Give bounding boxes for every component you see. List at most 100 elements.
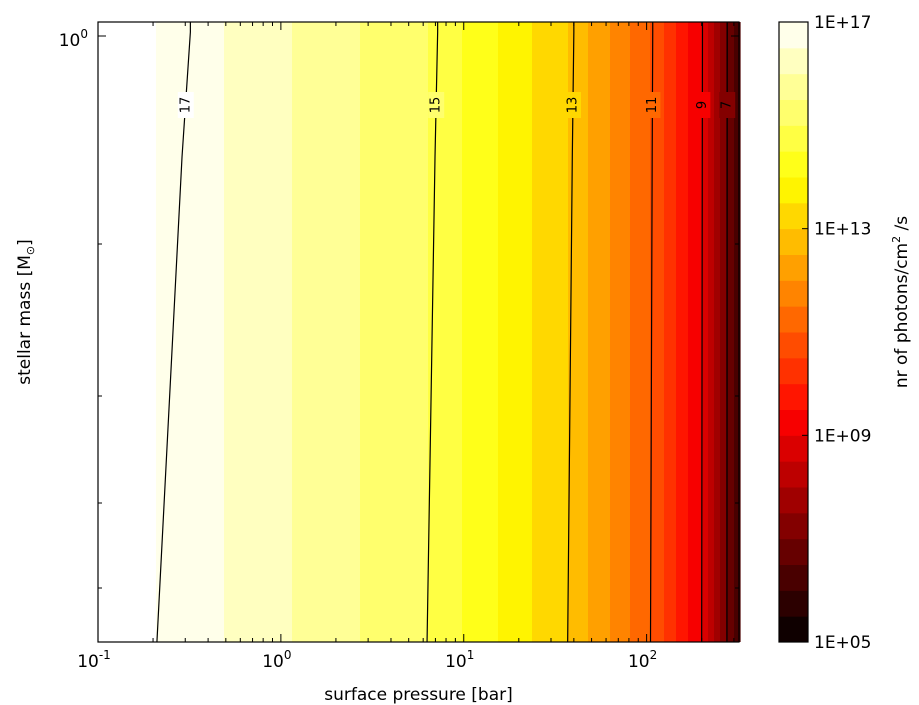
heatmap-band [666, 22, 669, 642]
x-axis: 10-1 100 101 102 [77, 22, 735, 672]
heatmap-band [410, 22, 413, 642]
colorbar-segment [779, 409, 808, 436]
heatmap-band [576, 22, 579, 642]
y-axis: 100 [59, 27, 739, 589]
heatmap-band [560, 22, 563, 642]
heatmap-band [162, 22, 165, 642]
heatmap-band [298, 22, 301, 642]
heatmap-band [502, 22, 505, 642]
heatmap-band [588, 22, 591, 642]
heatmap-band [494, 22, 497, 642]
y-axis-label-text: stellar mass [M [15, 255, 35, 385]
heatmap-band [248, 22, 251, 642]
contour-label: 7 [720, 101, 735, 109]
heatmap-band [518, 22, 521, 642]
heatmap-band [526, 22, 529, 642]
heatmap-band [148, 22, 151, 642]
heatmap-band [628, 22, 631, 642]
heatmap-band [500, 22, 503, 642]
heatmap-band [596, 22, 599, 642]
heatmap-band [256, 22, 259, 642]
colorbar-label-text: nr of photons/cm [892, 243, 912, 388]
heatmap-band [272, 22, 275, 642]
heatmap-band [698, 22, 701, 642]
colorbar-segment [779, 228, 808, 255]
heatmap-band [276, 22, 279, 642]
heatmap-band [554, 22, 557, 642]
y-axis-label-close: ] [15, 239, 35, 246]
heatmap-band [404, 22, 407, 642]
heatmap-band [198, 22, 201, 642]
colorbar-segment [779, 435, 808, 462]
heatmap-band [220, 22, 223, 642]
heatmap-band [130, 22, 133, 642]
heatmap-band [646, 22, 649, 642]
heatmap-band [522, 22, 525, 642]
heatmap-band [236, 22, 239, 642]
heatmap-band [176, 22, 179, 642]
heatmap-band [616, 22, 619, 642]
heatmap-band [722, 22, 725, 642]
heatmap-band [590, 22, 593, 642]
plot-frame [97, 21, 740, 643]
heatmap-band [704, 22, 707, 642]
heatmap-band [574, 22, 577, 642]
heatmap-band [490, 22, 493, 642]
heatmap-band [434, 22, 437, 642]
heatmap-band [724, 22, 727, 642]
heatmap-band [654, 22, 657, 642]
heatmap-band [322, 22, 325, 642]
heatmap-band [358, 22, 361, 642]
heatmap-band [694, 22, 697, 642]
heatmap-band [376, 22, 379, 642]
heatmap-band [414, 22, 417, 642]
heatmap-band [138, 22, 141, 642]
heatmap-band [736, 22, 739, 642]
heatmap-band [648, 22, 651, 642]
heatmap-band [156, 22, 159, 642]
heatmap-band [250, 22, 253, 642]
heatmap-band [170, 22, 173, 642]
heatmap-band [302, 22, 305, 642]
colorbar-segment [779, 47, 808, 75]
heatmap-band [260, 22, 263, 642]
heatmap-band [598, 22, 601, 642]
heatmap-band [254, 22, 257, 642]
heatmap-band [326, 22, 329, 642]
heatmap-band [716, 22, 719, 642]
heatmap-band [134, 22, 137, 642]
heatmap-band [452, 22, 455, 642]
heatmap-band [136, 22, 139, 642]
heatmap-band [514, 22, 517, 642]
heatmap-band [686, 22, 689, 642]
colorbar-tick-label: 1E+13 [814, 220, 871, 240]
heatmap-band [344, 22, 347, 642]
heatmap-band [568, 22, 571, 642]
heatmap-band [684, 22, 687, 642]
contour-label: 11 [645, 97, 660, 114]
heatmap-band [386, 22, 389, 642]
heatmap-band [692, 22, 695, 642]
heatmap-band [622, 22, 625, 642]
heatmap-band [238, 22, 241, 642]
heatmap-band [430, 22, 433, 642]
heatmap-band [384, 22, 387, 642]
colorbar-segment [779, 564, 808, 591]
heatmap-band [660, 22, 663, 642]
heatmap-band [266, 22, 269, 642]
heatmap-band [382, 22, 385, 642]
heatmap-band [320, 22, 323, 642]
heatmap-band [472, 22, 475, 642]
heatmap-band [516, 22, 519, 642]
heatmap-band [200, 22, 203, 642]
heatmap-band [102, 22, 105, 642]
heatmap-band [690, 22, 693, 642]
heatmap-band [304, 22, 307, 642]
heatmap-band [510, 22, 513, 642]
heatmap-band [182, 22, 185, 642]
colorbar-segment [779, 151, 808, 178]
heatmap-band [268, 22, 271, 642]
heatmap-band [426, 22, 429, 642]
colorbar-segment [779, 461, 808, 488]
heatmap-band [214, 22, 217, 642]
